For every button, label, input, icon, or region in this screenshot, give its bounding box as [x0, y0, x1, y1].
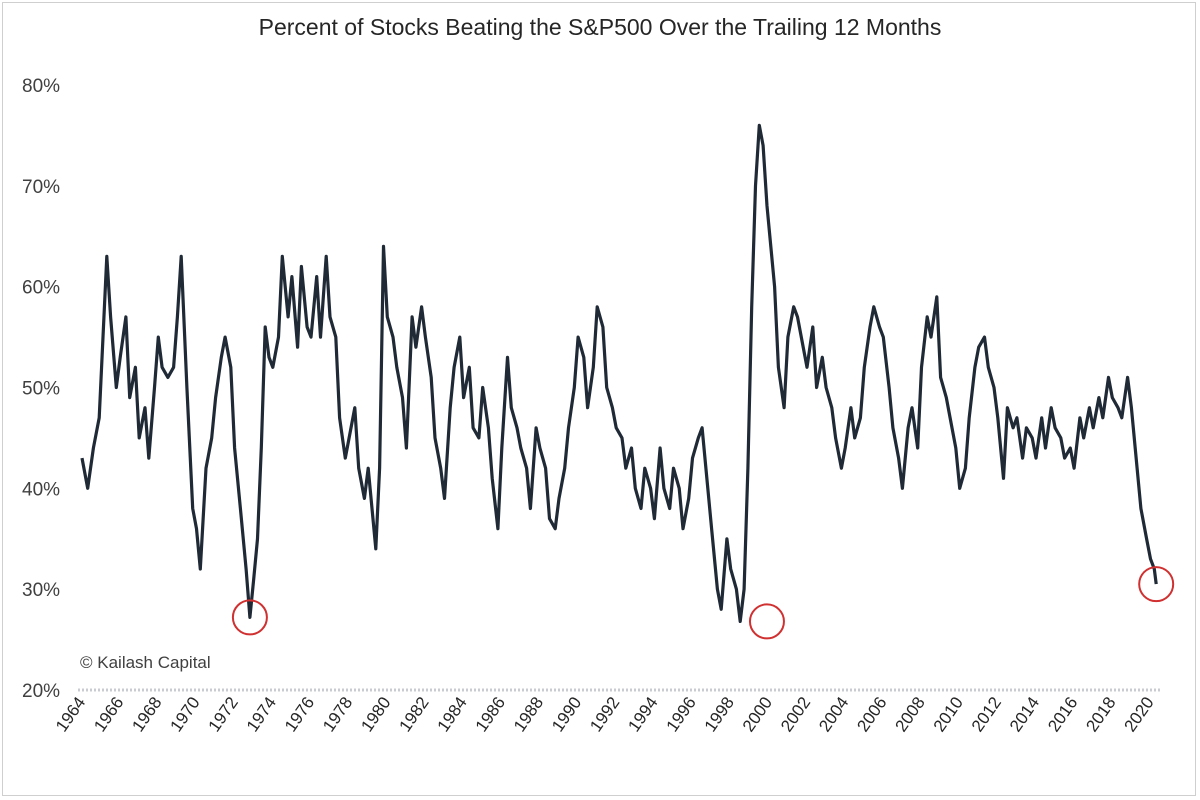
x-tick-label: 2010 — [930, 693, 967, 735]
highlight-circle — [231, 599, 268, 636]
highlight-circle — [1138, 566, 1175, 603]
x-tick-label: 1972 — [205, 693, 242, 735]
x-tick-label: 1984 — [434, 693, 471, 735]
x-tick-label: 1996 — [663, 693, 700, 735]
y-tick-label: 20% — [22, 681, 60, 702]
x-tick-label: 2018 — [1082, 693, 1119, 735]
highlight-circle — [748, 603, 785, 640]
y-tick-label: 30% — [22, 580, 60, 601]
x-tick-label: 2014 — [1006, 693, 1043, 735]
x-tick-label: 2004 — [815, 693, 852, 735]
x-tick-label: 2000 — [739, 693, 776, 735]
x-tick-label: 1966 — [90, 693, 127, 735]
x-tick-label: 2012 — [968, 693, 1005, 735]
x-tick-label: 1986 — [472, 693, 509, 735]
y-tick-label: 80% — [22, 76, 60, 97]
x-tick-label: 1982 — [395, 693, 432, 735]
x-tick-label: 1968 — [128, 693, 165, 735]
x-tick-label: 1994 — [624, 693, 661, 735]
x-tick-label: 1978 — [319, 693, 356, 735]
x-tick-label: 1998 — [701, 693, 738, 735]
x-tick-label: 1992 — [586, 693, 623, 735]
x-tick-label: 2020 — [1120, 693, 1157, 735]
x-tick-label: 2016 — [1044, 693, 1081, 735]
y-tick-label: 50% — [22, 379, 60, 400]
x-tick-label: 1990 — [548, 693, 585, 735]
series-line — [80, 123, 1158, 623]
x-tick-label: 2006 — [853, 693, 890, 735]
x-tick-label: 1988 — [510, 693, 547, 735]
x-tick-label: 1976 — [281, 693, 318, 735]
y-tick-label: 40% — [22, 479, 60, 500]
y-axis: 20% 30% 40% 50% 60% 70% 80% — [22, 76, 60, 702]
x-tick-label: 1980 — [357, 693, 394, 735]
x-tick-label: 2002 — [777, 693, 814, 735]
x-axis: 1964 1966 1968 1970 1972 1974 1976 1978 1980 1982… — [52, 693, 1158, 735]
y-tick-label: 60% — [22, 278, 60, 299]
y-tick-label: 70% — [22, 177, 60, 198]
credit-annotation: © Kailash Capital — [80, 653, 211, 672]
chart-title: Percent of Stocks Beating the S&P500 Ove… — [258, 14, 942, 40]
x-tick-label: 2008 — [892, 693, 929, 735]
x-tick-label: 1974 — [243, 693, 280, 735]
x-tick-label: 1970 — [166, 693, 203, 735]
highlight-circles — [231, 566, 1175, 640]
